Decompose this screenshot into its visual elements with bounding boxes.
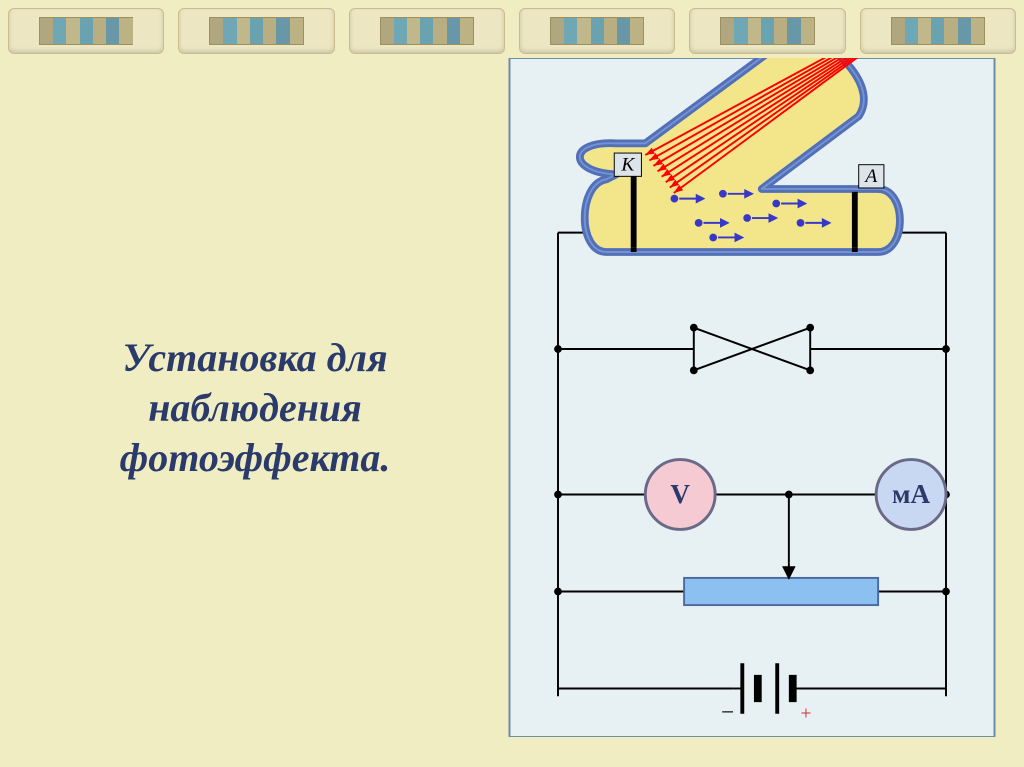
top-tab-bar xyxy=(0,8,1024,58)
slide-title: Установка для наблюдения фотоэффекта. xyxy=(30,333,480,483)
circuit-diagram: VмА − + K A xyxy=(500,58,1004,737)
top-tab xyxy=(689,8,845,54)
left-panel: Установка для наблюдения фотоэффекта. xyxy=(10,58,500,757)
svg-text:мА: мА xyxy=(892,479,930,509)
top-tab xyxy=(349,8,505,54)
svg-text:V: V xyxy=(670,479,690,509)
right-panel: VмА − + K A xyxy=(500,58,1014,757)
svg-text:−: − xyxy=(721,700,734,726)
svg-text:A: A xyxy=(863,166,877,187)
top-tab xyxy=(8,8,164,54)
svg-text:+: + xyxy=(801,704,812,725)
top-tab xyxy=(519,8,675,54)
content-area: Установка для наблюдения фотоэффекта. Vм… xyxy=(10,58,1014,757)
top-tab xyxy=(178,8,334,54)
top-tab xyxy=(860,8,1016,54)
slide: Установка для наблюдения фотоэффекта. Vм… xyxy=(0,0,1024,767)
svg-text:K: K xyxy=(620,155,635,176)
